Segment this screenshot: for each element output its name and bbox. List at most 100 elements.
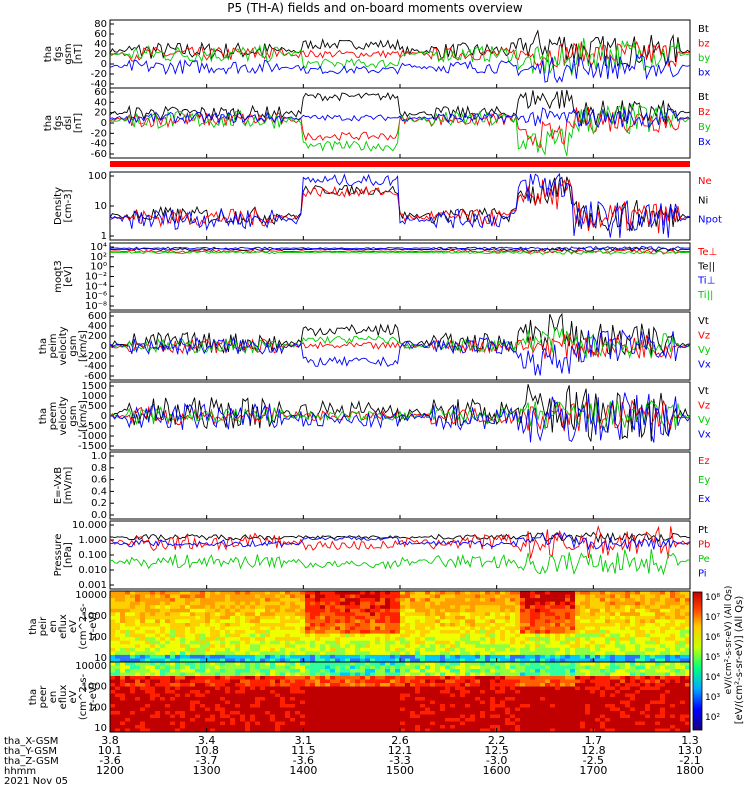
spectrogram-cell bbox=[425, 619, 431, 624]
spectrogram-cell bbox=[110, 711, 116, 715]
spectrogram-cell bbox=[655, 662, 661, 666]
spectrogram-cell bbox=[495, 594, 501, 599]
spectrogram-cell bbox=[495, 672, 501, 677]
spectrogram-cell bbox=[110, 662, 116, 666]
spectrogram-cell bbox=[475, 647, 481, 652]
spectrogram-cell bbox=[495, 679, 501, 684]
spectrogram-cell bbox=[410, 711, 416, 715]
spectrogram-cell bbox=[360, 594, 366, 599]
spectrogram-cell bbox=[625, 672, 631, 677]
spectrogram-cell bbox=[350, 665, 356, 670]
spectrogram-cell bbox=[660, 626, 666, 631]
spectrogram-cell bbox=[385, 704, 391, 708]
spectrogram-cell bbox=[250, 683, 256, 687]
spectrogram-cell bbox=[575, 665, 581, 670]
spectrogram-cell bbox=[325, 640, 331, 645]
spectrogram-cell bbox=[265, 662, 271, 666]
spectrogram-cell bbox=[430, 658, 436, 663]
spectrogram-cell bbox=[135, 605, 141, 610]
spectrogram-cell bbox=[405, 615, 411, 620]
spectrogram-cell bbox=[555, 623, 561, 627]
spectrogram-cell bbox=[380, 721, 386, 726]
spectrogram-cell bbox=[170, 669, 176, 673]
spectrogram-cell bbox=[425, 725, 431, 729]
spectrogram-cell bbox=[275, 679, 281, 684]
spectrogram-cell bbox=[170, 662, 176, 666]
spectrogram-cell bbox=[160, 633, 166, 638]
spectrogram-cell bbox=[475, 619, 481, 624]
spectrogram-cell bbox=[175, 637, 181, 641]
spectrogram-cell bbox=[285, 647, 291, 652]
legend-Vz: Vz bbox=[698, 331, 710, 342]
series-line-0 bbox=[109, 248, 691, 254]
spectrogram-cell bbox=[485, 615, 491, 620]
spectrogram-cell bbox=[220, 647, 226, 652]
spectrogram-cell bbox=[390, 672, 396, 677]
spectrogram-cell bbox=[375, 711, 381, 715]
spectrogram-cell bbox=[510, 704, 516, 708]
spectrogram-cell bbox=[580, 598, 586, 602]
spectrogram-cell bbox=[660, 608, 666, 613]
spectrogram-cell bbox=[450, 669, 456, 673]
spectrogram-cell bbox=[485, 647, 491, 652]
spectrogram-cell bbox=[155, 658, 161, 663]
spectrogram-cell bbox=[170, 605, 176, 610]
footer-row-label: tha_Z-GSM bbox=[4, 756, 59, 767]
spectrogram-cell bbox=[225, 594, 231, 599]
spectrogram-cell bbox=[150, 658, 156, 663]
spectrogram-cell bbox=[420, 721, 426, 726]
spectrogram-cell bbox=[685, 626, 691, 631]
spectrogram-cell bbox=[360, 714, 366, 719]
spectrogram-cell bbox=[660, 704, 666, 708]
spectrogram-cell bbox=[600, 640, 606, 645]
spectrogram-cell bbox=[150, 598, 156, 602]
spectrogram-cell bbox=[445, 690, 451, 694]
spectrogram-cell bbox=[675, 662, 681, 666]
spectrogram-cell bbox=[635, 594, 641, 599]
spectrogram-cell bbox=[550, 605, 556, 610]
spectrogram-cell bbox=[115, 654, 121, 659]
y-axis-label: eflux bbox=[58, 614, 69, 639]
spectrogram-cell bbox=[615, 658, 621, 663]
series-line-3 bbox=[110, 392, 691, 443]
spectrogram-cell bbox=[235, 690, 241, 694]
spectrogram-cell bbox=[170, 672, 176, 677]
spectrogram-cell bbox=[605, 676, 611, 680]
spectrogram-cell bbox=[355, 651, 361, 656]
spectrogram-cell bbox=[645, 594, 651, 599]
spectrogram-cell bbox=[685, 676, 691, 680]
spectrogram-cell bbox=[195, 658, 201, 663]
spectrogram-cell bbox=[250, 626, 256, 631]
spectrogram-cell bbox=[350, 704, 356, 708]
spectrogram-cell bbox=[170, 654, 176, 659]
spectrogram-cell bbox=[555, 700, 561, 705]
spectrogram-cell bbox=[150, 623, 156, 627]
spectrogram-cell bbox=[580, 654, 586, 659]
spectrogram-cell bbox=[465, 612, 471, 617]
spectrogram-cell bbox=[225, 662, 231, 666]
spectrogram-cell bbox=[415, 594, 421, 599]
spectrogram-cell bbox=[290, 615, 296, 620]
spectrogram-cell bbox=[285, 658, 291, 663]
spectrogram-cell bbox=[465, 683, 471, 687]
spectrogram-cell bbox=[140, 665, 146, 670]
spectrogram-cell bbox=[270, 626, 276, 631]
spectrogram-cell bbox=[350, 707, 356, 712]
spectrogram-cell bbox=[245, 700, 251, 705]
series-line-3 bbox=[109, 329, 691, 376]
spectrogram-cell bbox=[155, 615, 161, 620]
spectrogram-cell bbox=[420, 728, 426, 733]
spectrogram-cell bbox=[660, 679, 666, 684]
spectrogram-cell bbox=[345, 672, 351, 677]
spectrogram-cell bbox=[180, 658, 186, 663]
spectrogram-cell bbox=[320, 679, 326, 684]
spectrogram-cell bbox=[390, 700, 396, 705]
spectrogram-cell bbox=[135, 662, 141, 666]
spectrogram-cell bbox=[430, 608, 436, 613]
spectrogram-cell bbox=[375, 637, 381, 641]
spectrogram-cell bbox=[465, 672, 471, 677]
spectrogram-cell bbox=[620, 630, 626, 634]
spectrogram-cell bbox=[520, 630, 526, 634]
spectrogram-cell bbox=[180, 630, 186, 634]
spectrogram-cell bbox=[440, 644, 446, 649]
